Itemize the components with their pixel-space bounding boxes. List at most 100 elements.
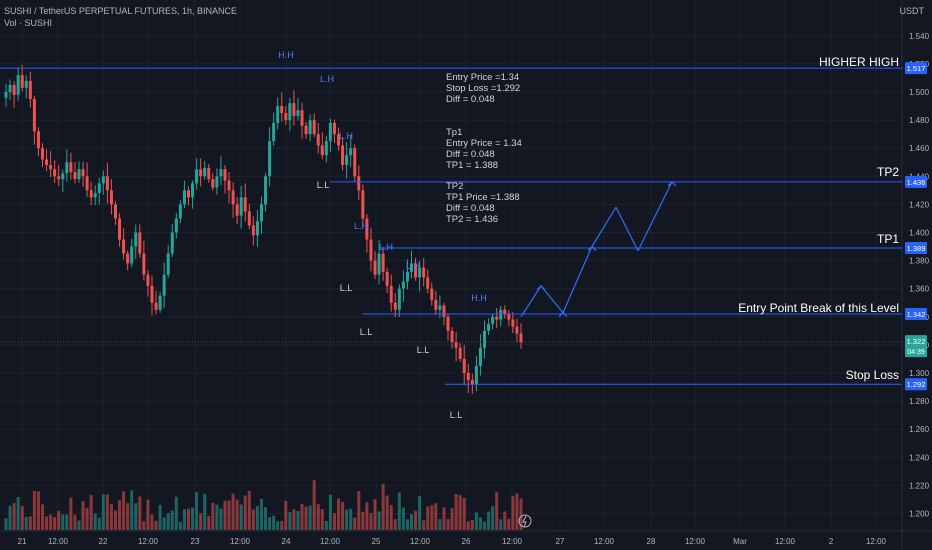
volume-bar [255, 505, 259, 530]
volume-bar [20, 506, 24, 530]
candle-body [349, 148, 353, 156]
candle-body [243, 197, 247, 212]
volume-bar [442, 507, 446, 530]
volume-bar [308, 505, 312, 530]
candle-body [434, 299, 438, 310]
y-tick-label: 1.260 [909, 425, 930, 434]
projection-arrowhead [558, 311, 568, 318]
candle-body [166, 253, 170, 275]
candle-body [235, 204, 239, 216]
note-line: TP2 = 1.436 [446, 214, 499, 225]
x-tick-label: 12:00 [48, 537, 69, 546]
price-tags: 1.517 1.436 1.389 1.342 1.292 1.322 04:39 [518, 62, 927, 528]
candle-body [97, 183, 101, 194]
y-tick-label: 1.220 [909, 481, 930, 490]
volume-bar [97, 517, 101, 530]
candle-body [410, 263, 414, 272]
candle-body [49, 165, 53, 170]
candle-body [296, 110, 300, 116]
candle-body [40, 148, 44, 160]
candle-body [170, 232, 174, 254]
note-block-3: TP2 TP1 Price =1.388 Diff = 0.048 TP2 = … [446, 181, 520, 225]
volume-bar [414, 510, 418, 530]
volume-bar [389, 505, 393, 530]
y-tick-label: 1.460 [909, 144, 930, 153]
x-tick-label: 23 [191, 537, 200, 546]
volume-bar [162, 517, 166, 530]
volume-bar [174, 496, 178, 530]
x-tick-label: 12:00 [320, 537, 341, 546]
candle-body [28, 80, 32, 100]
candle-body [65, 162, 69, 174]
volume-bar [207, 516, 211, 530]
stop-loss-price-tag [905, 378, 927, 391]
candle-body [174, 218, 178, 233]
volume-bar [77, 520, 81, 530]
volume-bar [178, 521, 182, 530]
time-axis[interactable]: 21 12:00 22 12:00 23 12:00 24 12:00 25 12:00 26 12:… [18, 537, 887, 546]
x-tick-label: 22 [99, 537, 108, 546]
candle-body [223, 169, 227, 181]
volume-bar [109, 504, 113, 530]
lightning-icon [518, 514, 532, 528]
projection-segment [520, 285, 542, 318]
volume-bar [357, 491, 361, 530]
candle-body [16, 75, 20, 95]
projection-segment [540, 285, 564, 313]
candle-body [154, 302, 158, 310]
candle-body [288, 103, 292, 121]
candle-body [264, 176, 268, 205]
volume-bar [491, 506, 495, 530]
volume-bar [511, 495, 515, 530]
tp2-price-tag [905, 175, 927, 188]
candle-body [515, 326, 519, 334]
tp1-label: TP1 [876, 232, 899, 246]
candle-body [146, 274, 150, 286]
swing-label: L.L [317, 180, 330, 190]
candle-body [332, 122, 336, 135]
volume-bar [251, 509, 255, 530]
candle-body [182, 190, 186, 205]
x-tick-label: 25 [372, 537, 381, 546]
volume-bar [483, 521, 487, 530]
candle-body [442, 305, 446, 317]
candle-body [53, 169, 57, 177]
volume-bar [182, 509, 186, 530]
x-tick-label: 12:00 [410, 537, 431, 546]
volume-bar [503, 511, 507, 530]
volume-bar [199, 513, 203, 530]
volume-bar [426, 506, 430, 530]
volume-bar [519, 498, 523, 530]
volume-bar [373, 499, 377, 530]
volume-bar [418, 495, 422, 530]
candle-body [385, 271, 389, 286]
candle-body [268, 141, 272, 177]
candle-body [381, 253, 385, 272]
candle-body [4, 92, 8, 98]
candle-body [61, 173, 65, 180]
candle-body [259, 204, 263, 222]
candle-body [292, 103, 296, 116]
volume-bar [410, 514, 414, 530]
candle-body [130, 246, 134, 264]
x-tick-label: 12:00 [138, 537, 159, 546]
candle-body [77, 169, 81, 180]
candle-body [316, 134, 320, 146]
x-tick-label: 12:00 [685, 537, 706, 546]
projection-arrowhead [667, 181, 677, 187]
tp1-price-tag-text: 1.389 [907, 244, 926, 253]
volume-bar [259, 498, 263, 530]
candle-body [105, 176, 109, 191]
volume-bar [170, 510, 174, 530]
candle-body [20, 75, 24, 88]
candle-body [113, 204, 117, 219]
volume-bar [276, 521, 280, 530]
volume-bar [292, 509, 296, 530]
x-tick-label: 12:00 [230, 537, 251, 546]
candle-body [470, 380, 474, 385]
candle-body [191, 183, 195, 198]
volume-bar [478, 517, 482, 530]
price-axis[interactable]: 1.5401.5201.5001.4801.4601.4401.4201.400… [909, 32, 930, 519]
candle-body [138, 232, 142, 254]
